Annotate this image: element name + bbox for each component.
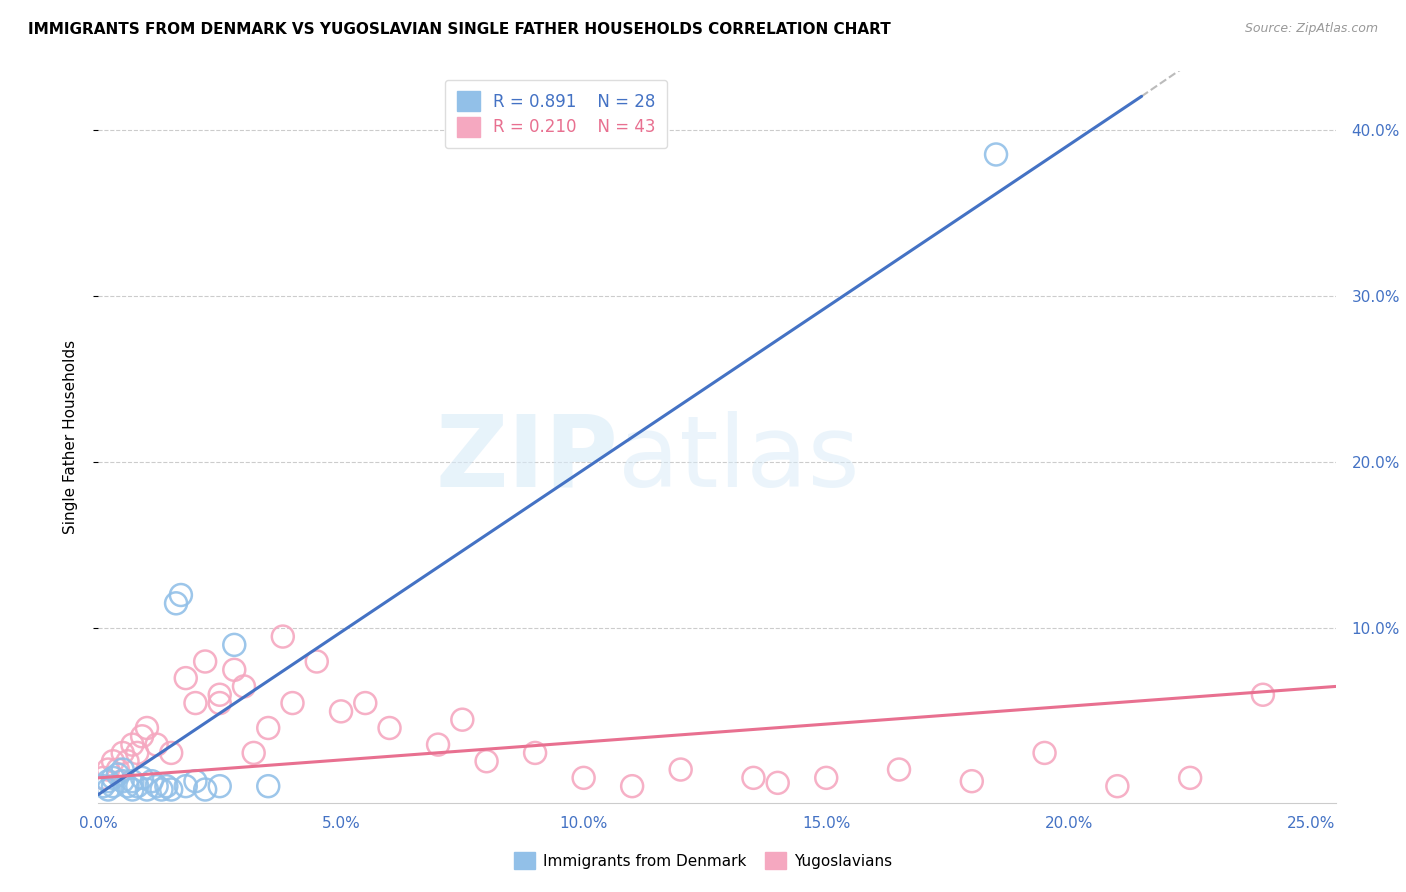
- Point: [378, 721, 401, 735]
- Point: [174, 671, 197, 685]
- Point: [145, 779, 167, 793]
- Point: [242, 746, 264, 760]
- Point: [131, 771, 153, 785]
- Point: [121, 782, 143, 797]
- Point: [136, 721, 159, 735]
- Point: [621, 779, 644, 793]
- Point: [960, 774, 983, 789]
- Point: [145, 738, 167, 752]
- Point: [742, 771, 765, 785]
- Point: [1107, 779, 1129, 793]
- Point: [184, 696, 207, 710]
- Point: [117, 754, 139, 768]
- Point: [91, 779, 114, 793]
- Y-axis label: Single Father Households: Single Father Households: [63, 340, 77, 534]
- Legend: R = 0.891    N = 28, R = 0.210    N = 43: R = 0.891 N = 28, R = 0.210 N = 43: [444, 79, 668, 148]
- Point: [766, 776, 789, 790]
- Point: [1251, 688, 1274, 702]
- Point: [354, 696, 377, 710]
- Point: [174, 779, 197, 793]
- Point: [127, 746, 149, 760]
- Point: [281, 696, 304, 710]
- Point: [984, 147, 1007, 161]
- Point: [524, 746, 547, 760]
- Point: [184, 774, 207, 789]
- Point: [233, 680, 256, 694]
- Point: [451, 713, 474, 727]
- Point: [669, 763, 692, 777]
- Point: [101, 771, 124, 785]
- Point: [97, 782, 120, 797]
- Point: [111, 774, 134, 789]
- Point: [194, 782, 217, 797]
- Point: [121, 774, 143, 789]
- Point: [224, 638, 246, 652]
- Point: [127, 779, 149, 793]
- Point: [91, 771, 114, 785]
- Point: [330, 705, 353, 719]
- Point: [427, 738, 450, 752]
- Point: [271, 630, 294, 644]
- Point: [141, 774, 163, 789]
- Point: [97, 774, 120, 789]
- Text: IMMIGRANTS FROM DENMARK VS YUGOSLAVIAN SINGLE FATHER HOUSEHOLDS CORRELATION CHAR: IMMIGRANTS FROM DENMARK VS YUGOSLAVIAN S…: [28, 22, 891, 37]
- Point: [117, 779, 139, 793]
- Point: [257, 779, 280, 793]
- Point: [136, 782, 159, 797]
- Point: [107, 763, 129, 777]
- Legend: Immigrants from Denmark, Yugoslavians: Immigrants from Denmark, Yugoslavians: [508, 846, 898, 875]
- Point: [160, 782, 183, 797]
- Point: [101, 754, 124, 768]
- Point: [111, 763, 134, 777]
- Point: [160, 746, 183, 760]
- Point: [194, 655, 217, 669]
- Text: atlas: atlas: [619, 410, 859, 508]
- Point: [165, 596, 187, 610]
- Point: [208, 696, 231, 710]
- Point: [475, 754, 498, 768]
- Text: ZIP: ZIP: [436, 410, 619, 508]
- Point: [815, 771, 838, 785]
- Point: [887, 763, 910, 777]
- Point: [257, 721, 280, 735]
- Point: [97, 763, 120, 777]
- Text: Source: ZipAtlas.com: Source: ZipAtlas.com: [1244, 22, 1378, 36]
- Point: [1033, 746, 1056, 760]
- Point: [305, 655, 328, 669]
- Point: [101, 779, 124, 793]
- Point: [111, 746, 134, 760]
- Point: [170, 588, 193, 602]
- Point: [208, 779, 231, 793]
- Point: [150, 782, 173, 797]
- Point: [131, 729, 153, 743]
- Point: [572, 771, 595, 785]
- Point: [155, 779, 177, 793]
- Point: [107, 767, 129, 781]
- Point: [1178, 771, 1201, 785]
- Point: [224, 663, 246, 677]
- Point: [208, 688, 231, 702]
- Point: [121, 738, 143, 752]
